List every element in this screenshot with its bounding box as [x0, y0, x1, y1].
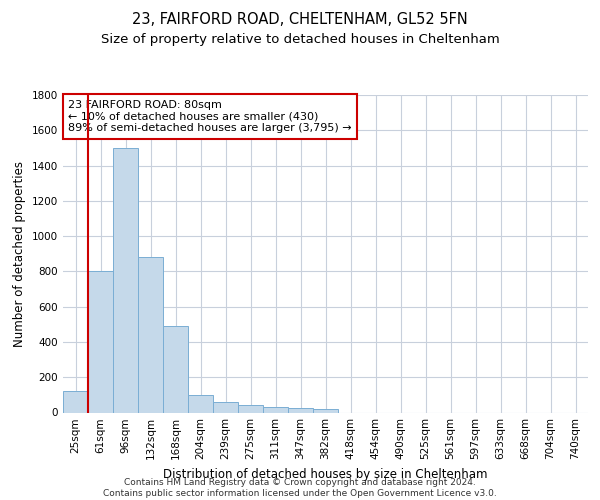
Bar	[63, 392, 88, 412]
X-axis label: Distribution of detached houses by size in Cheltenham: Distribution of detached houses by size …	[163, 468, 488, 481]
Bar	[138, 258, 163, 412]
Bar	[263, 407, 288, 412]
Bar	[88, 272, 113, 412]
Bar	[113, 148, 138, 412]
Bar	[163, 326, 188, 412]
Text: Contains HM Land Registry data © Crown copyright and database right 2024.
Contai: Contains HM Land Registry data © Crown c…	[103, 478, 497, 498]
Bar	[188, 395, 213, 412]
Bar	[313, 409, 338, 412]
Bar	[288, 408, 313, 412]
Bar	[238, 404, 263, 412]
Text: Size of property relative to detached houses in Cheltenham: Size of property relative to detached ho…	[101, 32, 499, 46]
Y-axis label: Number of detached properties: Number of detached properties	[13, 161, 26, 347]
Bar	[213, 402, 238, 412]
Text: 23 FAIRFORD ROAD: 80sqm
← 10% of detached houses are smaller (430)
89% of semi-d: 23 FAIRFORD ROAD: 80sqm ← 10% of detache…	[68, 100, 352, 133]
Text: 23, FAIRFORD ROAD, CHELTENHAM, GL52 5FN: 23, FAIRFORD ROAD, CHELTENHAM, GL52 5FN	[132, 12, 468, 28]
